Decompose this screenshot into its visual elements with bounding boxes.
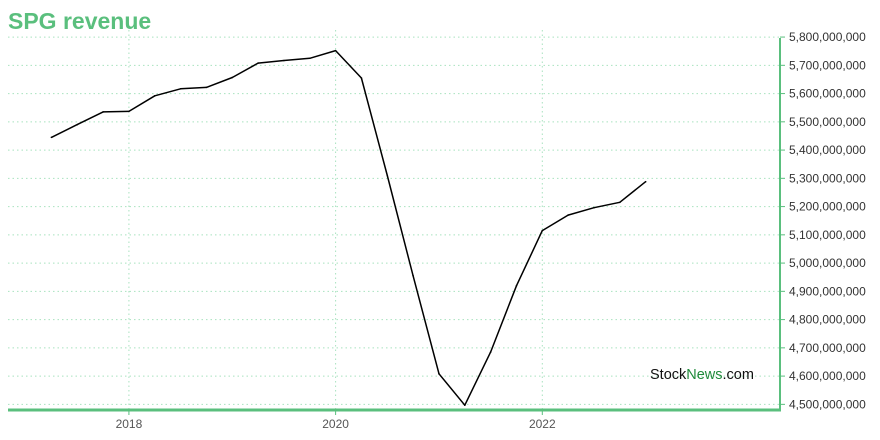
data-point (334, 49, 337, 52)
data-point (153, 95, 156, 97)
series-line-revenue (51, 49, 647, 406)
y-tick-label: 5,300,000,000 (789, 171, 866, 185)
vertical-gridlines (128, 30, 543, 410)
data-point (128, 110, 130, 113)
data-point (76, 123, 79, 126)
data-point (593, 206, 595, 209)
y-tick-label: 4,700,000,000 (789, 341, 866, 355)
y-tick-label: 4,900,000,000 (789, 284, 866, 298)
y-tick-label: 5,000,000,000 (789, 256, 866, 270)
watermark: StockNews.com (650, 367, 754, 383)
watermark-news: News (686, 367, 722, 383)
y-tick-label: 5,700,000,000 (789, 58, 866, 72)
data-points (50, 49, 647, 406)
horizontal-gridlines (8, 36, 780, 405)
y-tick-label: 5,100,000,000 (789, 228, 866, 242)
data-point (205, 86, 208, 89)
y-tick-label: 4,800,000,000 (789, 313, 866, 327)
data-point (102, 111, 104, 113)
y-tick-label: 5,400,000,000 (789, 143, 866, 157)
y-tick-label: 4,500,000,000 (789, 397, 866, 411)
watermark-stock: Stock (650, 367, 687, 383)
data-point (567, 214, 569, 216)
data-point (644, 180, 647, 183)
data-point (438, 373, 440, 375)
y-tick-label: 5,200,000,000 (789, 200, 866, 214)
data-point (283, 59, 285, 62)
data-point (179, 87, 182, 90)
data-point (515, 284, 518, 287)
watermark-com: .com (723, 367, 754, 383)
data-point (541, 229, 544, 232)
data-point (257, 62, 259, 64)
y-tick-label: 5,500,000,000 (789, 115, 866, 129)
data-point (308, 57, 311, 60)
x-axis-ticks: 2018 2020 2022 (116, 410, 556, 431)
x-tick-label: 2020 (322, 417, 349, 431)
data-point (386, 174, 389, 177)
data-point (360, 77, 363, 79)
x-tick-label: 2018 (116, 417, 143, 431)
y-tick-label: 5,800,000,000 (789, 30, 866, 44)
y-tick-label: 4,600,000,000 (789, 369, 866, 383)
data-point (489, 351, 492, 353)
x-tick-label: 2022 (529, 417, 556, 431)
data-point (412, 274, 414, 277)
y-axis-ticks: 4,500,000,000 4,600,000,000 4,700,000,000 4… (780, 30, 866, 411)
data-point (463, 404, 466, 406)
chart-title: SPG revenue (8, 8, 152, 34)
data-point (231, 76, 234, 79)
data-point (50, 136, 53, 139)
y-tick-label: 5,600,000,000 (789, 87, 866, 101)
data-point (619, 201, 621, 204)
